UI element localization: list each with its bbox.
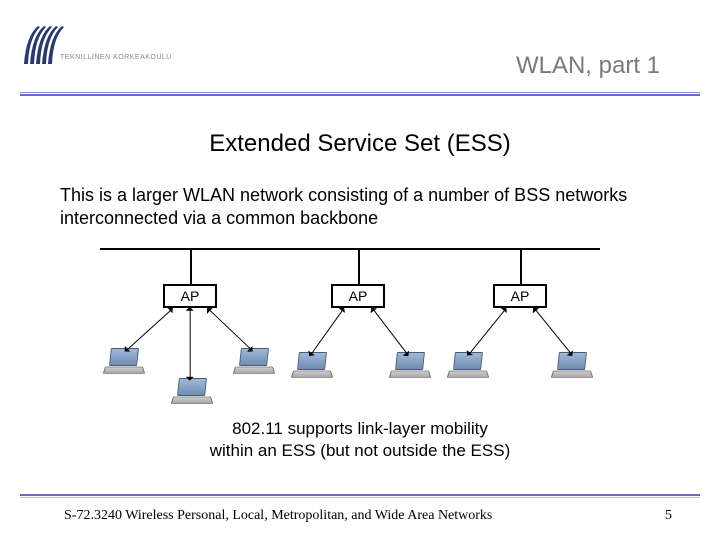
university-logo <box>20 24 68 73</box>
backbone-drop <box>520 248 522 284</box>
wireless-link-arrow <box>469 310 504 353</box>
laptop-icon <box>550 352 594 382</box>
footer-text: S-72.3240 Wireless Personal, Local, Metr… <box>64 508 492 524</box>
wireless-link-arrow <box>311 310 342 353</box>
body-text: This is a larger WLAN network consisting… <box>60 184 660 229</box>
backbone-drop <box>190 248 192 284</box>
access-point: AP <box>493 284 547 308</box>
slide-caption: 802.11 supports link-layer mobility with… <box>0 418 720 462</box>
wireless-link-arrow <box>189 311 190 377</box>
backbone-line <box>100 248 600 250</box>
caption-line-2: within an ESS (but not outside the ESS) <box>210 441 511 460</box>
wireless-link-arrow <box>210 310 251 349</box>
backbone-drop <box>358 248 360 284</box>
slide-title: Extended Service Set (ESS) <box>0 130 720 158</box>
footer-rule <box>20 494 700 498</box>
laptop-icon <box>102 348 146 378</box>
header-rule <box>20 92 700 96</box>
org-label: TEKNILLINEN KORKEAKOULU <box>60 54 172 61</box>
ess-diagram: APAPAP <box>90 248 610 428</box>
page-number: 5 <box>665 508 672 524</box>
caption-line-1: 802.11 supports link-layer mobility <box>232 419 488 438</box>
wireless-link-arrow <box>128 310 171 349</box>
wireless-link-arrow <box>535 310 570 353</box>
wireless-link-arrow <box>373 310 406 353</box>
laptop-icon <box>388 352 432 382</box>
header-title: WLAN, part 1 <box>516 52 660 80</box>
laptop-icon <box>170 378 214 408</box>
laptop-icon <box>232 348 276 378</box>
access-point: AP <box>331 284 385 308</box>
